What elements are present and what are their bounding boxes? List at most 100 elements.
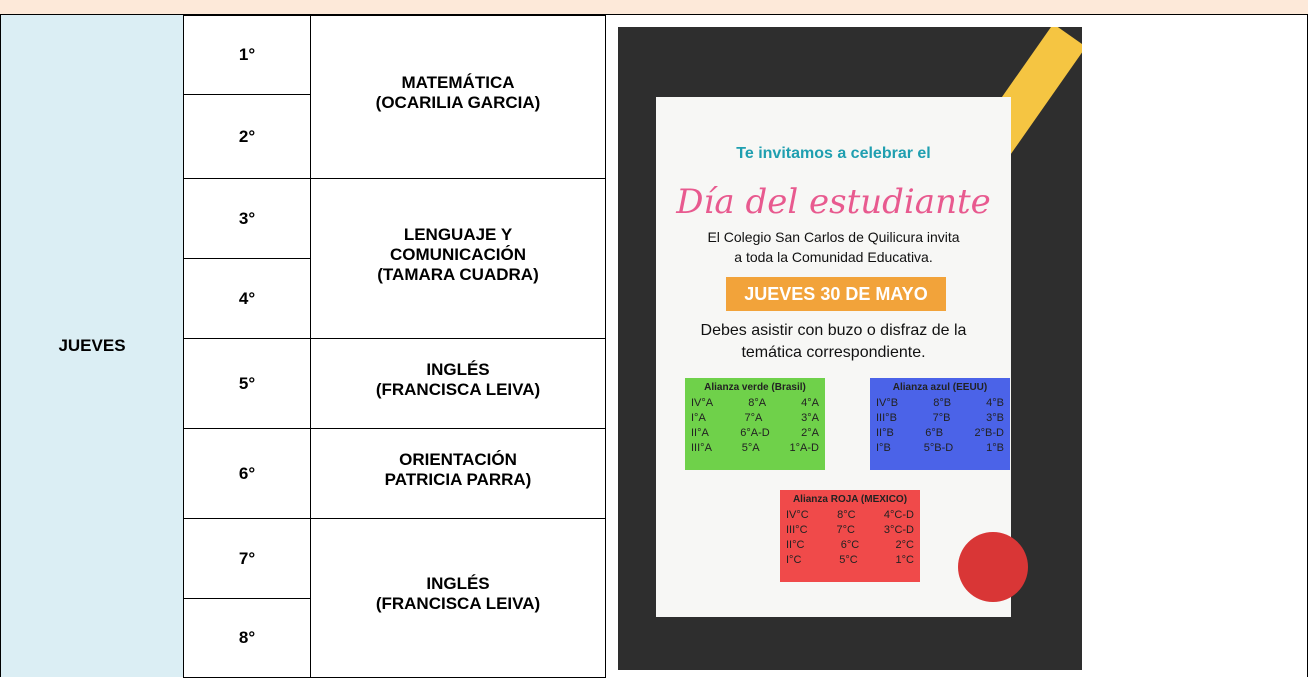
grade-label: 8°	[238, 628, 256, 647]
alliance-course: III°C	[786, 524, 808, 536]
alliance-course: 4°C-D	[883, 509, 914, 521]
subject-line: (FRANCISCA LEIVA)	[375, 379, 541, 399]
alliance-course: 2°C	[895, 539, 914, 551]
alliance-course: IV°C	[786, 509, 809, 521]
grade-label: 1°	[238, 45, 256, 64]
alliance-row: II°B 6°B 2°B-D	[876, 426, 1004, 441]
grade-label: 7°	[238, 548, 256, 568]
alliance-course: 3°C-D	[883, 524, 914, 536]
alliance-course: I°C	[786, 554, 802, 566]
dress-2: temática correspondiente.	[741, 344, 926, 361]
headline: Día del estudiante	[676, 182, 991, 222]
alliance-row: III°B 7°B 3°B	[876, 411, 1004, 426]
alliance-course: II°A	[691, 427, 709, 439]
alliance-course: I°A	[691, 412, 706, 424]
alliance-course: 5°A	[741, 442, 760, 454]
alliance-course: 4°A	[801, 397, 819, 409]
alliance-course: 2°A	[801, 427, 819, 439]
subject-line: (FRANCISCA LEIVA)	[375, 594, 541, 613]
subject-line: (OCARILIA GARCIA)	[375, 93, 541, 112]
grade-cell: 4°	[183, 258, 311, 339]
subject-cell: INGLÉS (FRANCISCA LEIVA)	[310, 518, 606, 678]
grade-label: 6°	[238, 463, 256, 483]
alliance-course: 8°C	[837, 509, 856, 521]
alliance-row: IV°C 8°C 4°C-D	[786, 508, 914, 523]
day-cell: JUEVES	[0, 15, 184, 677]
day-label: JUEVES	[58, 336, 126, 355]
intro-2: a toda la Comunidad Educativa.	[734, 249, 933, 265]
subject-line: INGLÉS	[426, 574, 490, 593]
alliance-row: IV°A 8°A 4°A	[691, 396, 819, 411]
alliance-row: I°C 5°C 1°C	[786, 553, 914, 568]
grade-cell: 7°	[183, 518, 311, 599]
alliance-course: 5°B-D	[923, 442, 954, 454]
alliance-course: 1°C	[895, 554, 914, 566]
grade-cell: 2°	[183, 94, 311, 179]
alliance-course: 7°B	[932, 412, 951, 424]
alliance-course: 5°C	[839, 554, 858, 566]
grade-cell: 6°	[183, 428, 311, 519]
alliance-course: 3°B	[986, 412, 1004, 424]
alliance-course: I°B	[876, 442, 891, 454]
invite: Te invitamos a celebrar el	[736, 145, 931, 162]
subject-line: COMUNICACIÓN	[390, 244, 526, 264]
grade-label: 4°	[238, 288, 256, 308]
grade-cell: 8°	[183, 598, 311, 678]
alliance-row: III°C 7°C 3°C-D	[786, 523, 914, 538]
alliance-row: IV°B 8°B 4°B	[876, 396, 1004, 411]
alliance-row: I°B 5°B-D 1°B	[876, 441, 1004, 456]
subject-cell: INGLÉS (FRANCISCA LEIVA)	[310, 338, 606, 429]
alliance-course: 6°B	[925, 427, 944, 439]
image-cell	[605, 15, 1308, 677]
grade-cell: 5°	[183, 338, 311, 429]
grade-cell: 3°	[183, 178, 311, 259]
grade-label: 3°	[238, 208, 256, 228]
subject-line: (TAMARA CUADRA)	[377, 264, 539, 284]
alliance-course: 6°A-D	[740, 427, 770, 439]
alliance-name: Alianza azul (EEUU)	[892, 382, 988, 393]
alliance-course: II°B	[876, 427, 894, 439]
alliance-course: III°B	[876, 412, 897, 424]
alliance-name: Alianza verde (Brasil)	[704, 382, 806, 393]
alliance-name: Alianza ROJA (MEXICO)	[792, 494, 908, 505]
alliance-row: III°A 5°A 1°A-D	[691, 441, 819, 456]
alliance-course: 6°C	[840, 539, 860, 551]
intro-1: El Colegio San Carlos de Quilicura invit…	[707, 229, 960, 245]
subject-line: ORIENTACIÓN	[399, 449, 517, 469]
alliance-course: 7°A	[744, 412, 763, 424]
alliance-row: II°C 6°C 2°C	[786, 538, 914, 553]
subject-line: MATEMÁTICA	[401, 73, 515, 92]
alliance-course: IV°B	[876, 397, 899, 409]
grade-label: 2°	[238, 126, 256, 146]
date-banner: JUEVES 30 DE MAYO	[726, 277, 946, 311]
alliance-box: Alianza ROJA (MEXICO) IV°C 8°C 4°C-D III°C 7°…	[780, 490, 920, 582]
alliance-course: 1°A-D	[789, 442, 819, 454]
alliance-course: II°C	[786, 539, 805, 551]
alliance-course: 1°B	[986, 442, 1004, 454]
grade-cell: 1°	[183, 15, 311, 95]
poster: Te invitamos a celebrar el Día del estud…	[618, 27, 1082, 670]
alliance-course: 2°B-D	[974, 427, 1004, 439]
alliance-course: 8°B	[933, 397, 952, 409]
alliance-course: 4°B	[986, 397, 1004, 409]
subject-cell: LENGUAJE Y COMUNICACIÓN (TAMARA CUADRA)	[310, 178, 606, 339]
paper: Te invitamos a celebrar el Día del estud…	[656, 97, 1011, 617]
alliance-row: II°A 6°A-D 2°A	[691, 426, 819, 441]
subject-line: PATRICIA PARRA)	[384, 469, 532, 489]
subject-cell: MATEMÁTICA (OCARILIA GARCIA)	[310, 15, 606, 179]
dress-1: Debes asistir con buzo o disfraz de la	[700, 322, 967, 339]
alliance-box: Alianza verde (Brasil) IV°A 8°A 4°A I°A 7°A 3°…	[685, 378, 825, 470]
alliance-course: III°A	[691, 442, 712, 454]
subject-cell: ORIENTACIÓN PATRICIA PARRA)	[310, 428, 606, 519]
alliance-box: Alianza azul (EEUU) IV°B 8°B 4°B III°B 7°B 3°B…	[870, 378, 1010, 470]
alliance-course: IV°A	[691, 397, 714, 409]
subject-line: INGLÉS	[426, 359, 490, 379]
alliance-course: 3°A	[801, 412, 819, 424]
grade-label: 5°	[238, 373, 256, 393]
alliance-course: 7°C	[836, 524, 855, 536]
alliance-row: I°A 7°A 3°A	[691, 411, 819, 426]
subject-line: LENGUAJE Y	[403, 224, 513, 244]
top-band	[0, 0, 1308, 15]
apple	[958, 532, 1028, 602]
